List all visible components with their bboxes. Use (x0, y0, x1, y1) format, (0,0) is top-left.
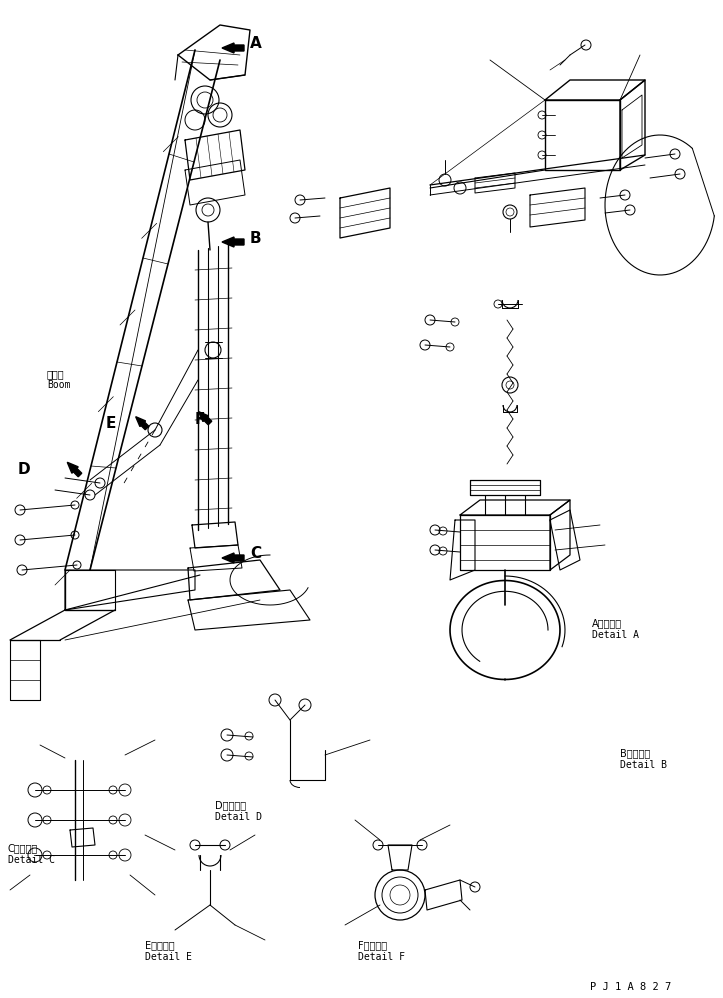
Text: F: F (195, 411, 205, 426)
Text: Detail A: Detail A (592, 630, 639, 640)
Text: Detail E: Detail E (145, 952, 192, 962)
Text: Detail D: Detail D (215, 812, 262, 822)
Text: B: B (250, 231, 262, 246)
FancyArrow shape (222, 43, 244, 53)
Text: Detail B: Detail B (620, 760, 667, 770)
Text: Detail C: Detail C (8, 855, 55, 865)
Text: C: C (250, 546, 261, 561)
FancyArrow shape (222, 553, 244, 563)
FancyArrow shape (222, 237, 244, 247)
Text: D: D (18, 462, 30, 477)
Text: A: A (250, 36, 262, 51)
FancyArrow shape (136, 417, 149, 430)
Text: Boom: Boom (47, 380, 71, 390)
Text: P J 1 A 8 2 7: P J 1 A 8 2 7 (590, 982, 671, 992)
Text: Detail F: Detail F (358, 952, 405, 962)
Text: ブーム: ブーム (47, 369, 64, 379)
Text: C　詳　細: C 詳 細 (8, 843, 38, 853)
Text: B　詳　細: B 詳 細 (620, 748, 650, 758)
Text: F　詳　細: F 詳 細 (358, 940, 387, 950)
FancyArrow shape (199, 412, 212, 425)
Text: E　詳　細: E 詳 細 (145, 940, 175, 950)
Text: D　詳　細: D 詳 細 (215, 800, 246, 810)
Text: E: E (106, 416, 116, 431)
Text: A　詳　細: A 詳 細 (592, 618, 622, 628)
FancyArrow shape (67, 462, 82, 477)
